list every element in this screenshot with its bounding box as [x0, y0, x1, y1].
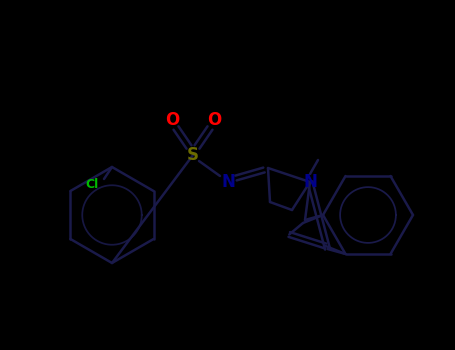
Text: O: O — [207, 111, 221, 129]
Text: N: N — [221, 173, 235, 191]
Text: Cl: Cl — [86, 178, 99, 191]
Text: N: N — [303, 173, 317, 191]
Text: O: O — [165, 111, 179, 129]
Text: S: S — [187, 146, 199, 164]
